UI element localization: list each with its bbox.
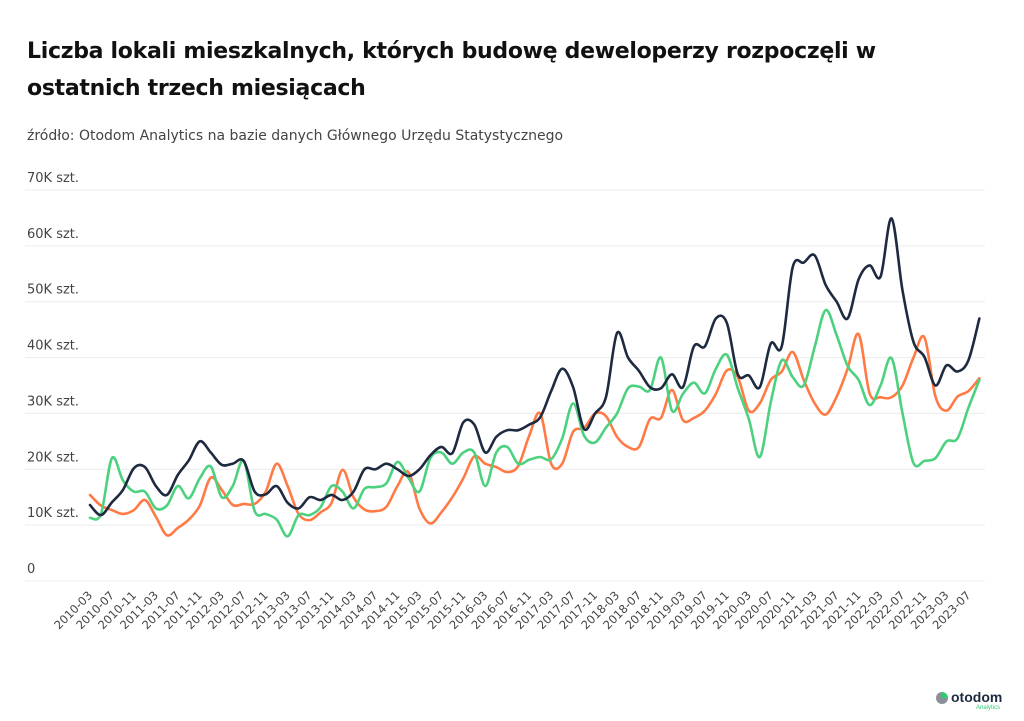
- y-tick-label: 50K szt.: [27, 283, 79, 298]
- y-tick-label: 20K szt.: [27, 450, 79, 465]
- y-tick-label: 10K szt.: [27, 506, 79, 521]
- chart-subtitle: źródło: Otodom Analytics na bazie danych…: [27, 128, 564, 144]
- series-line-1: [88, 308, 981, 538]
- series-line-0: [88, 217, 981, 517]
- gridlines: [25, 189, 985, 582]
- series-lines: [88, 217, 981, 538]
- logo-name: otodom: [951, 689, 1003, 705]
- y-tick-label: 0: [27, 562, 35, 577]
- logo-sub: Analytics: [976, 705, 1001, 711]
- otodom-logo-icon: [936, 692, 948, 704]
- y-axis-labels: 0 10K szt. 20K szt. 30K szt. 40K szt. 50K szt…: [27, 171, 79, 577]
- y-tick-label: 70K szt.: [27, 171, 79, 186]
- chart-title: Liczba lokali mieszkalnych, których budo…: [27, 39, 876, 101]
- y-tick-label: 40K szt.: [27, 339, 79, 354]
- y-tick-label: 30K szt.: [27, 394, 79, 409]
- y-tick-label: 60K szt.: [27, 227, 79, 242]
- otodom-logo: otodom Analytics: [936, 689, 1016, 715]
- x-axis-labels: 2010-032010-072010-112011-032011-072011-…: [51, 588, 973, 632]
- series-line-2: [88, 332, 981, 537]
